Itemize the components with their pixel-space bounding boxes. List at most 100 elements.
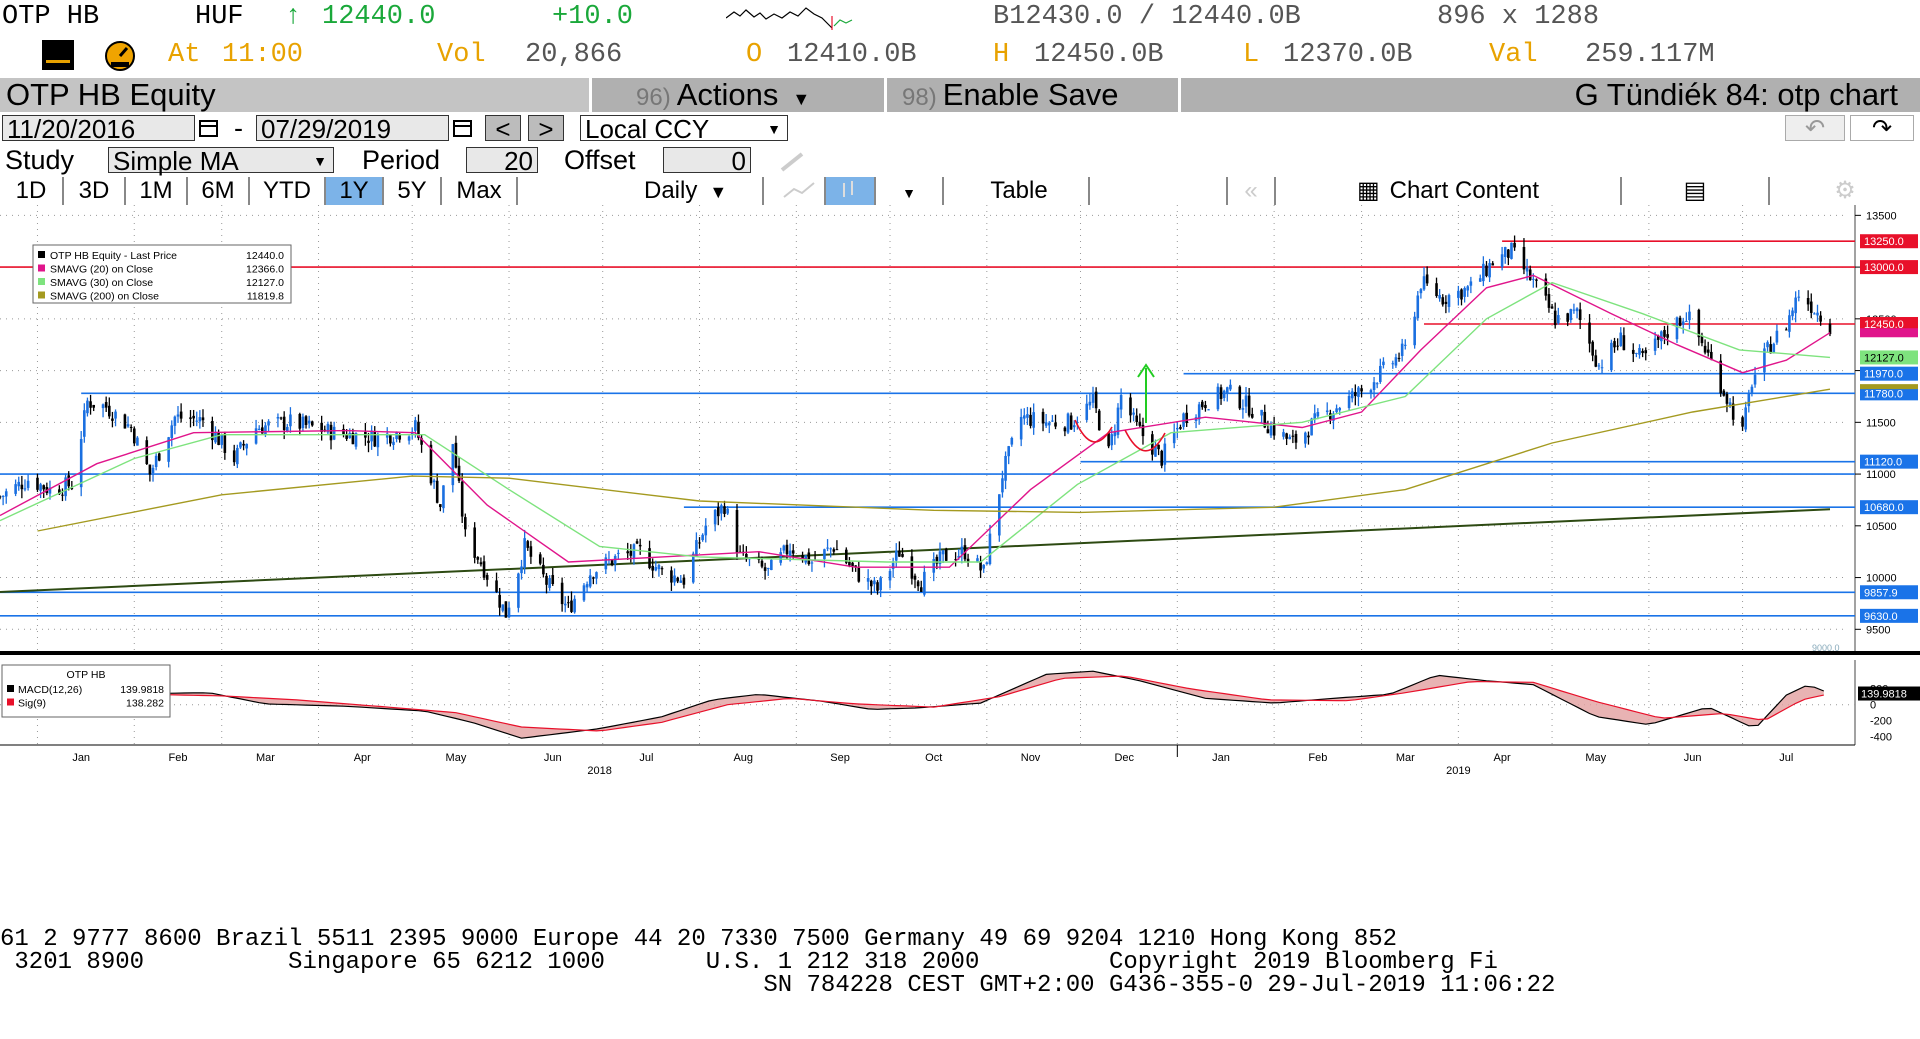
- frequency-select[interactable]: Daily ▼: [632, 177, 764, 205]
- price-tag-label: 12127.0: [1864, 352, 1904, 364]
- candle-body: [245, 443, 249, 449]
- redo-button[interactable]: ↷: [1850, 115, 1914, 142]
- legend-name: SMAVG (200) on Close: [50, 291, 159, 303]
- security-title[interactable]: OTP HB Equity: [0, 78, 592, 112]
- candle-body: [1710, 351, 1713, 360]
- candle-body: [1463, 288, 1466, 297]
- candle-body: [801, 555, 804, 561]
- level-tag: [1860, 386, 1918, 401]
- candle-body: [651, 565, 654, 571]
- period-button-1y[interactable]: 1Y: [326, 177, 384, 205]
- candle-body: [932, 559, 936, 573]
- candle-body: [1819, 315, 1822, 322]
- enable-save-button[interactable]: 98) Enable Save: [902, 78, 1119, 112]
- x-tick-label: Jul: [1779, 752, 1793, 764]
- candle-body: [39, 484, 42, 491]
- candle-body: [1294, 433, 1298, 443]
- calendar-icon[interactable]: [198, 118, 220, 138]
- candle-body: [1731, 403, 1735, 420]
- candle-body: [979, 561, 982, 571]
- chart-content-button[interactable]: ▦ Chart Content: [1276, 177, 1622, 205]
- table-button[interactable]: Table: [950, 177, 1090, 205]
- chart-type-dropdown[interactable]: ▼: [876, 177, 944, 205]
- undo-button[interactable]: ↶: [1785, 115, 1845, 142]
- period-button-ytd[interactable]: YTD: [250, 177, 326, 205]
- candle-body: [148, 464, 152, 475]
- candle-body: [1091, 393, 1095, 403]
- candle-body: [432, 480, 436, 483]
- speedometer-icon[interactable]: [103, 40, 137, 72]
- candle-body: [1728, 402, 1732, 407]
- candle-body: [998, 494, 1001, 536]
- period-button-3d[interactable]: 3D: [64, 177, 126, 205]
- offset-input[interactable]: 0: [663, 147, 751, 174]
- candle-body: [1347, 396, 1351, 408]
- price-chart-svg[interactable]: 9500100001050011000115001200012500130001…: [0, 205, 1920, 915]
- macd-tick-label: -200: [1870, 716, 1892, 728]
- level-tag-label: 11780.0: [1864, 388, 1903, 400]
- candle-body: [1360, 388, 1363, 392]
- candle-body: [1703, 345, 1707, 353]
- candle-body: [826, 547, 829, 549]
- x-tick-label: Mar: [256, 752, 275, 764]
- candle-body: [626, 551, 629, 554]
- candle-body: [610, 559, 614, 566]
- candle-body: [592, 577, 595, 579]
- candle-body: [1460, 289, 1463, 300]
- candle-body: [435, 480, 439, 503]
- candle-body: [1725, 393, 1729, 404]
- period-button-max[interactable]: Max: [442, 177, 518, 205]
- candle-body: [132, 428, 136, 444]
- period-button-6m[interactable]: 6M: [188, 177, 250, 205]
- candle-body: [20, 484, 24, 490]
- candle-body: [857, 567, 861, 582]
- currency-label: HUF: [195, 2, 244, 32]
- year-label: 2019: [1446, 765, 1470, 777]
- next-range-button[interactable]: >: [528, 115, 564, 142]
- previous-range-button[interactable]: <: [485, 115, 521, 142]
- double-chevron-left-icon[interactable]: «: [1228, 177, 1276, 205]
- x-tick-label: Jan: [1212, 752, 1230, 764]
- period-input[interactable]: 20: [466, 147, 538, 174]
- candle-body: [351, 432, 355, 445]
- currency-select[interactable]: Local CCY ▼: [580, 115, 788, 142]
- candle-body: [1, 495, 5, 497]
- candle-body: [329, 424, 333, 441]
- candle-body: [785, 544, 789, 555]
- pencil-icon[interactable]: [778, 150, 808, 174]
- calendar-icon[interactable]: [452, 118, 474, 138]
- candle-body: [1550, 306, 1554, 309]
- candle-body: [548, 578, 551, 588]
- candle-body: [482, 561, 486, 578]
- candle-body: [1316, 412, 1320, 417]
- candle-body: [1023, 415, 1026, 419]
- candle-body: [1619, 332, 1623, 346]
- period-button-1d[interactable]: 1D: [0, 177, 64, 205]
- candle-body: [1688, 311, 1691, 321]
- date-from-input[interactable]: 11/20/2016: [2, 115, 195, 142]
- candle-body: [582, 585, 586, 601]
- ticker-line-3: SN 784228 CEST GMT+2:00 G436-355-0 29-Ju…: [0, 972, 1556, 999]
- candle-body: [1435, 283, 1438, 296]
- candle-body: [916, 581, 920, 587]
- candle-body: [879, 577, 882, 591]
- gear-icon[interactable]: ⚙: [1834, 177, 1856, 204]
- candle-body: [157, 453, 161, 461]
- line-chart-icon[interactable]: [776, 177, 826, 205]
- period-button-1m[interactable]: 1M: [126, 177, 188, 205]
- price-change: +10.0: [552, 2, 634, 32]
- candle-body: [1354, 392, 1357, 397]
- bar-chart-icon[interactable]: [826, 177, 876, 205]
- edit-icon[interactable]: ▤: [1622, 177, 1770, 205]
- level-tag: [1860, 608, 1918, 623]
- candle-body: [1372, 382, 1376, 390]
- legend-value: 11819.8: [247, 291, 284, 303]
- candle-body: [1054, 422, 1057, 427]
- study-select[interactable]: Simple MA ▼: [108, 147, 334, 174]
- actions-menu[interactable]: 96) Actions ▼: [636, 78, 810, 112]
- date-to-input[interactable]: 07/29/2019: [256, 115, 449, 142]
- y-tick-label: 13500: [1866, 210, 1897, 222]
- price-chart-icon[interactable]: [42, 40, 74, 70]
- val-value: 259.117M: [1585, 40, 1715, 70]
- period-button-5y[interactable]: 5Y: [384, 177, 442, 205]
